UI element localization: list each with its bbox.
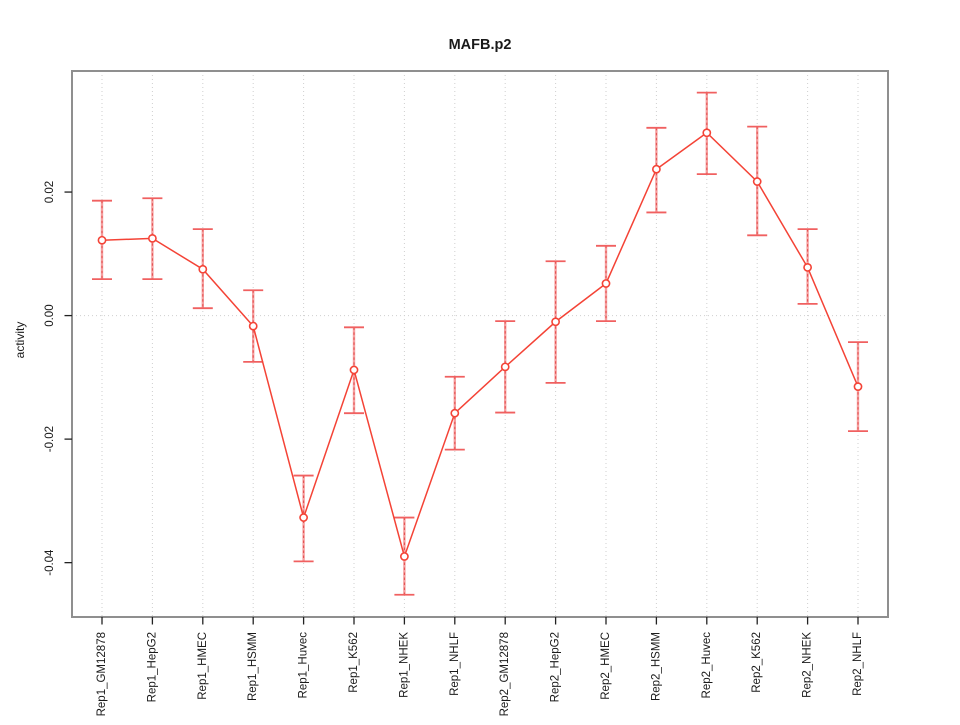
x-tick-label: Rep2_NHEK	[802, 632, 814, 698]
x-tick-label: Rep2_K562	[751, 632, 763, 693]
data-point	[500, 362, 510, 372]
data-point	[349, 365, 359, 375]
plot-border	[71, 70, 889, 618]
x-tick-label: Rep1_HMEC	[197, 632, 209, 700]
data-point	[248, 321, 258, 331]
data-point	[853, 382, 863, 392]
x-tick-label: Rep1_HSMM	[247, 632, 259, 701]
data-point	[551, 317, 560, 327]
data-point	[702, 128, 712, 138]
data-point	[147, 233, 157, 243]
x-tick-label: Rep2_HMEC	[600, 632, 612, 700]
data-line	[101, 131, 859, 559]
y-tick-label: 0.02	[44, 181, 56, 203]
x-tick-label: Rep2_HepG2	[550, 632, 562, 702]
data-point	[399, 552, 409, 561]
x-tick-label: Rep1_Huvec	[298, 632, 310, 699]
chart-title: MAFB.p2	[449, 37, 512, 53]
data-point	[299, 513, 308, 522]
x-tick-label: Rep1_NHEK	[398, 632, 410, 698]
data-point	[601, 279, 611, 288]
y-axis-label: activity	[13, 322, 27, 359]
data-point	[97, 235, 107, 245]
y-tick-label: -0.02	[44, 426, 56, 452]
data-point	[803, 263, 812, 272]
x-tick-label: Rep1_GM12878	[96, 632, 108, 716]
x-tick-label: Rep2_HSMM	[650, 632, 662, 701]
x-tick-label: Rep1_HepG2	[146, 632, 158, 702]
y-tick-label: -0.04	[44, 549, 56, 576]
x-tick-label: Rep2_GM12878	[499, 632, 511, 716]
x-tick-label: Rep2_Huvec	[701, 632, 713, 699]
x-tick-label: Rep1_K562	[348, 632, 360, 693]
plot-area: 0.02 0.00 -0.02 -0.04 Rep1_GM12878 Rep1_HepG2…	[44, 70, 889, 716]
data-point	[752, 177, 762, 186]
data-point	[652, 164, 661, 174]
y-tick-label: 0.00	[44, 304, 56, 326]
x-tick-label: Rep1_NHLF	[449, 632, 461, 696]
x-tick-label: Rep2_NHLF	[852, 632, 864, 696]
data-point	[450, 408, 460, 418]
data-point	[198, 264, 208, 274]
